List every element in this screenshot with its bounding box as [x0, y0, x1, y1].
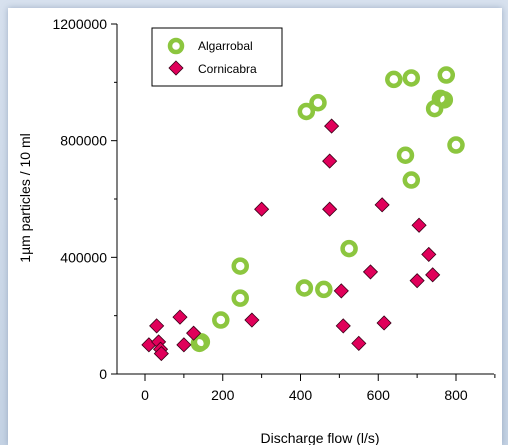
y-tick-label: 1200000: [52, 16, 107, 32]
axis-ticks: 0 400000 800000 1200000 0 200 400 600 800: [52, 16, 496, 403]
x-tick-label: 200: [211, 387, 235, 403]
point-cornicabra: [176, 337, 192, 353]
point-algarrobal: [315, 280, 333, 299]
point-cornicabra: [333, 283, 349, 299]
legend-label-algarrobal: Algarrobal: [198, 39, 253, 53]
x-axis-label: Discharge flow (l/s): [260, 430, 379, 445]
point-cornicabra: [172, 309, 188, 325]
point-cornicabra: [351, 335, 367, 351]
x-tick-label: 800: [444, 387, 468, 403]
point-cornicabra: [153, 346, 169, 362]
point-cornicabra: [425, 267, 441, 283]
y-tick-label: 800000: [60, 133, 107, 149]
legend-box: [151, 27, 283, 87]
point-cornicabra: [244, 312, 260, 328]
legend-marker-cornicabra: [168, 60, 184, 76]
x-tick-label: 0: [141, 387, 149, 403]
legend-label-cornicabra: Cornicabra: [198, 62, 257, 76]
point-algarrobal: [192, 333, 211, 351]
point-cornicabra: [324, 118, 340, 134]
point-algarrobal: [297, 102, 316, 121]
point-cornicabra: [376, 315, 392, 331]
point-cornicabra: [374, 197, 390, 213]
point-algarrobal: [396, 146, 415, 164]
point-algarrobal: [437, 66, 456, 84]
point-cornicabra: [362, 264, 379, 280]
point-cornicabra: [411, 217, 427, 233]
point-algarrobal: [295, 279, 314, 297]
point-cornicabra: [409, 273, 425, 289]
point-algarrobal: [385, 70, 403, 89]
point-algarrobal: [231, 257, 249, 275]
y-axis-label: 1µm particles / 10 ml: [17, 133, 33, 262]
point-cornicabra: [322, 153, 338, 169]
legend: Algarrobal Cornicabra: [151, 27, 283, 87]
legend-marker-algarrobal: [167, 37, 185, 55]
point-algarrobal: [402, 171, 421, 189]
point-cornicabra: [186, 325, 202, 341]
point-algarrobal: [309, 94, 327, 112]
point-algarrobal: [447, 136, 465, 154]
point-algarrobal: [231, 289, 249, 307]
x-tick-label: 400: [289, 387, 313, 403]
point-cornicabra: [254, 201, 270, 217]
data-points: [141, 66, 465, 362]
point-algarrobal: [212, 311, 230, 329]
point-cornicabra: [322, 201, 338, 217]
point-cornicabra: [421, 246, 437, 262]
point-algarrobal: [435, 91, 454, 109]
point-cornicabra: [149, 318, 165, 334]
point-algarrobal: [402, 69, 421, 87]
y-tick-label: 0: [99, 366, 107, 382]
point-algarrobal: [340, 239, 358, 258]
x-tick-label: 600: [367, 387, 391, 403]
point-cornicabra: [335, 318, 351, 334]
y-tick-label: 400000: [60, 249, 107, 265]
